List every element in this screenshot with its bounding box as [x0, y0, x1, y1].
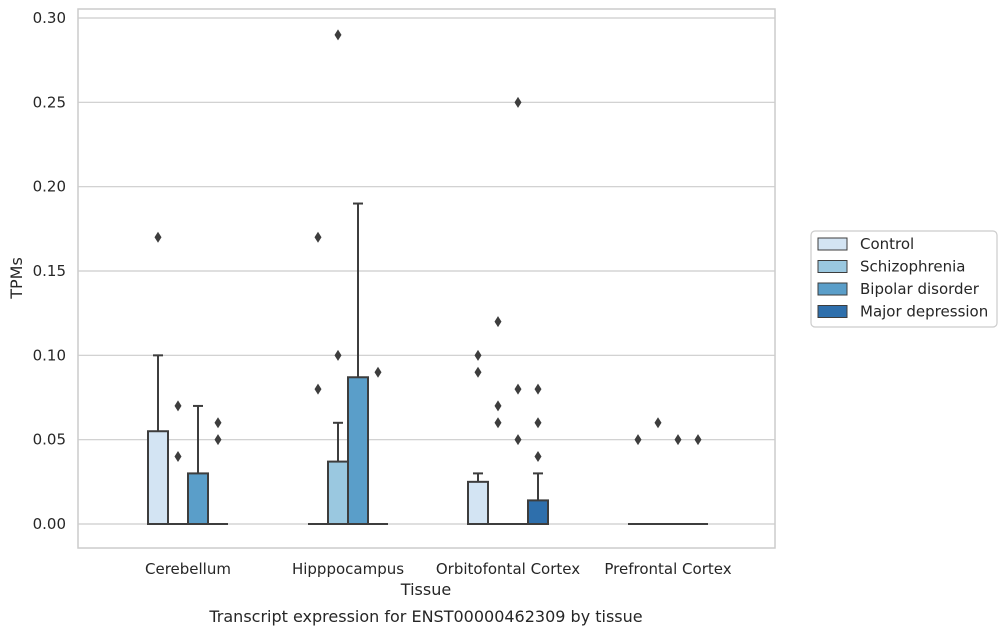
grid-lines: [78, 17, 775, 525]
y-tick-label: 0.30: [33, 9, 66, 27]
outlier-point: [534, 417, 542, 429]
legend-swatch: [817, 282, 848, 296]
outlier-point: [334, 29, 342, 41]
legend-frame: [810, 230, 998, 328]
outlier-point: [154, 231, 162, 243]
outlier-point: [694, 434, 702, 446]
outlier-point: [674, 434, 682, 446]
outlier-point: [494, 316, 502, 328]
box-body: [327, 460, 349, 525]
outlier-point: [514, 383, 522, 395]
box-body: [467, 480, 489, 526]
y-tick-label: 0.10: [33, 346, 66, 364]
plot-marks: [147, 29, 708, 526]
box-control: [147, 231, 169, 526]
x-axis-ticks: Cerebellum Hipppocampus Orbitofontal Corte…: [145, 560, 732, 578]
outlier-point: [534, 383, 542, 395]
box-bipolar-disorder: [668, 434, 688, 525]
box-control: [628, 434, 648, 525]
x-tick-label: Orbitofontal Cortex: [436, 560, 580, 578]
box-major-depression: [688, 434, 708, 525]
y-axis-title: TPMs: [7, 257, 26, 300]
box-control: [308, 231, 328, 525]
box-control: [467, 349, 489, 526]
outlier-point: [174, 400, 182, 412]
outlier-point: [494, 400, 502, 412]
legend: Control Schizophrenia Bipolar disorder Majo…: [810, 230, 998, 328]
x-tick-label: Hipppocampus: [292, 560, 404, 578]
legend-swatch: [817, 260, 848, 273]
outlier-point: [314, 231, 322, 243]
y-tick-label: 0.25: [33, 93, 66, 111]
box-bipolar-disorder: [187, 404, 209, 525]
legend-label: Control: [860, 235, 914, 253]
outlier-point: [174, 451, 182, 463]
outlier-point: [214, 417, 222, 429]
box-schizophrenia: [168, 400, 188, 525]
box-schizophrenia: [327, 29, 349, 525]
outlier-point: [494, 417, 502, 429]
outlier-point: [514, 96, 522, 108]
plot-frame: [77, 8, 776, 549]
outlier-point: [314, 383, 322, 395]
outlier-point: [514, 434, 522, 446]
box-body: [187, 472, 209, 525]
outlier-point: [474, 366, 482, 378]
chart-caption: Transcript expression for ENST0000046230…: [208, 607, 642, 626]
outlier-point: [374, 366, 382, 378]
y-tick-label: 0.05: [33, 431, 66, 449]
legend-label: Schizophrenia: [860, 258, 965, 276]
x-tick-label: Cerebellum: [145, 560, 231, 578]
box-major-depression: [368, 366, 388, 525]
outlier-point: [474, 349, 482, 361]
legend-swatch: [817, 237, 848, 251]
legend-label: Major depression: [860, 303, 988, 321]
legend-label: Bipolar disorder: [860, 280, 980, 298]
y-tick-label: 0.00: [33, 515, 66, 533]
outlier-point: [214, 434, 222, 446]
box-bipolar-disorder: [508, 96, 528, 525]
y-tick-label: 0.15: [33, 262, 66, 280]
y-tick-label: 0.20: [33, 178, 66, 196]
box-major-depression: [208, 417, 228, 525]
box-major-depression: [527, 383, 549, 525]
x-tick-label: Prefrontal Cortex: [604, 560, 731, 578]
outlier-point: [654, 417, 662, 429]
outlier-point: [634, 434, 642, 446]
box-schizophrenia: [488, 316, 508, 525]
outlier-point: [534, 451, 542, 463]
box-schizophrenia: [648, 417, 668, 525]
box-body: [527, 499, 549, 525]
box-body: [347, 376, 369, 526]
x-axis-title: Tissue: [400, 580, 451, 599]
box-body: [147, 430, 169, 526]
outlier-point: [334, 349, 342, 361]
y-axis-ticks: 0.00 0.05 0.10 0.15 0.20 0.25 0.30: [33, 9, 66, 533]
legend-swatch: [817, 305, 848, 318]
box-bipolar-disorder: [347, 202, 369, 526]
